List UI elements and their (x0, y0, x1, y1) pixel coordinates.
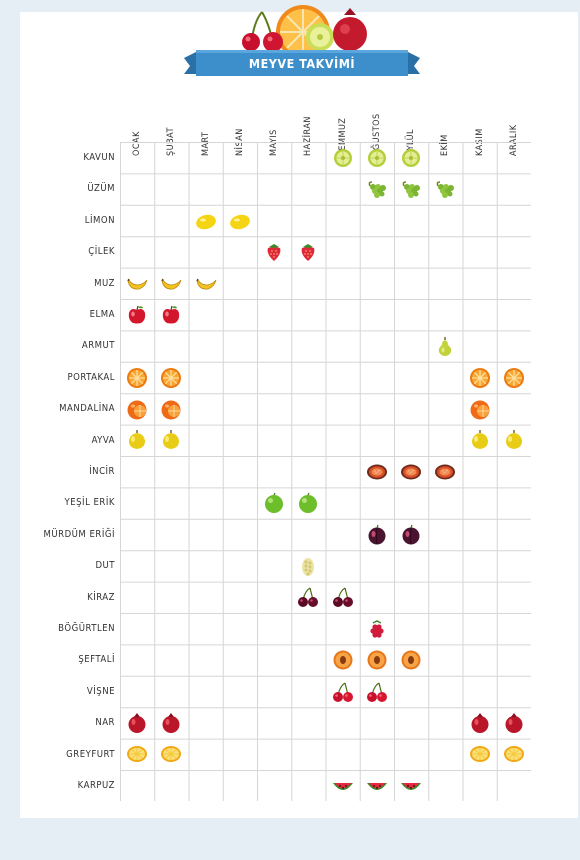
banana-icon (195, 278, 217, 290)
peach-icon (401, 650, 421, 670)
peach-icon (333, 650, 353, 670)
calendar-grid (120, 142, 531, 801)
tangerine-icon (470, 400, 490, 420)
melon-icon (333, 148, 352, 167)
page-title: MEYVE TAKVİMİ (248, 55, 356, 71)
grapefruit-icon (503, 746, 524, 763)
fruit-label: PORTAKAL (67, 371, 115, 383)
fruit-label: KİRAZ (87, 591, 115, 603)
watermelon-icon (366, 782, 387, 790)
apple-icon (128, 305, 146, 324)
fruit-label: ARMUT (81, 340, 115, 352)
sour-cherry-icon (366, 681, 387, 702)
fruit-label: KARPUZ (77, 780, 115, 791)
grapefruit-icon (161, 746, 182, 763)
pear-icon (439, 337, 452, 357)
pomegranate-icon (505, 712, 523, 733)
mulberry-icon (302, 557, 315, 576)
grape-icon (436, 181, 455, 199)
pomegranate-icon (162, 712, 180, 733)
cherry-icon (242, 11, 283, 52)
strawberry-icon (301, 243, 315, 261)
orange-icon (127, 367, 148, 388)
fruit-label: NAR (95, 717, 115, 729)
fruit-label: ELMA (89, 309, 115, 320)
quince-icon (471, 430, 488, 450)
fruit-label: GREYFURT (66, 748, 115, 760)
damson-plum-icon (368, 524, 386, 544)
quince-icon (163, 430, 180, 450)
sour-cherry-icon (332, 681, 353, 702)
cherry-icon (332, 587, 353, 608)
fruit-label: BÖĞÜRTLEN (58, 623, 115, 634)
fruit-label: İNCİR (89, 466, 115, 477)
fig-icon (366, 464, 387, 480)
title-banner (196, 50, 408, 76)
melon-icon (402, 148, 421, 167)
grapefruit-icon (127, 746, 148, 763)
strawberry-icon (267, 243, 281, 261)
grapefruit-icon (469, 746, 490, 763)
banana-icon (127, 278, 148, 290)
lemon-icon (230, 214, 250, 229)
tangerine-icon (127, 400, 147, 420)
green-plum-icon (299, 492, 318, 514)
grape-icon (402, 181, 421, 199)
fruit-label: KAVUN (83, 152, 115, 163)
quince-icon (505, 430, 522, 450)
watermelon-icon (401, 782, 422, 790)
peach-icon (367, 650, 387, 670)
orange-icon (503, 367, 524, 388)
grape-icon (368, 181, 386, 199)
fruit-label: MÜRDÜM ERİĞİ (43, 528, 115, 540)
tangerine-icon (161, 400, 181, 420)
fruit-label: ÜZÜM (87, 183, 115, 195)
cherry-icon (298, 587, 319, 608)
fruit-label: ÇİLEK (88, 246, 115, 258)
fig-icon (435, 464, 456, 480)
blackberry-icon (370, 619, 384, 638)
fruit-label: VİŞNE (86, 685, 115, 697)
fruit-label: MUZ (94, 277, 115, 289)
fruit-label: MANDALİNA (59, 403, 115, 415)
banana-icon (161, 278, 182, 290)
orange-icon (469, 367, 490, 388)
quince-icon (129, 430, 146, 450)
orange-icon (161, 367, 182, 388)
melon-slice-icon (306, 23, 334, 51)
pomegranate-icon (471, 712, 489, 733)
fig-icon (401, 464, 422, 480)
pomegranate-icon (333, 8, 367, 51)
melon-icon (367, 148, 386, 167)
fruit-label: LİMON (84, 214, 115, 226)
pomegranate-icon (128, 712, 146, 733)
fruit-label: AYVA (91, 434, 115, 446)
damson-plum-icon (402, 524, 420, 544)
lemon-icon (195, 214, 216, 229)
fruit-label: DUT (95, 560, 115, 572)
fruit-label: YEŞİL ERİK (64, 497, 115, 509)
fruit-label: ŞEFTALİ (78, 654, 115, 666)
apple-icon (163, 305, 180, 324)
watermelon-icon (332, 782, 353, 790)
green-plum-icon (265, 492, 284, 514)
header-illustration (184, 5, 420, 76)
